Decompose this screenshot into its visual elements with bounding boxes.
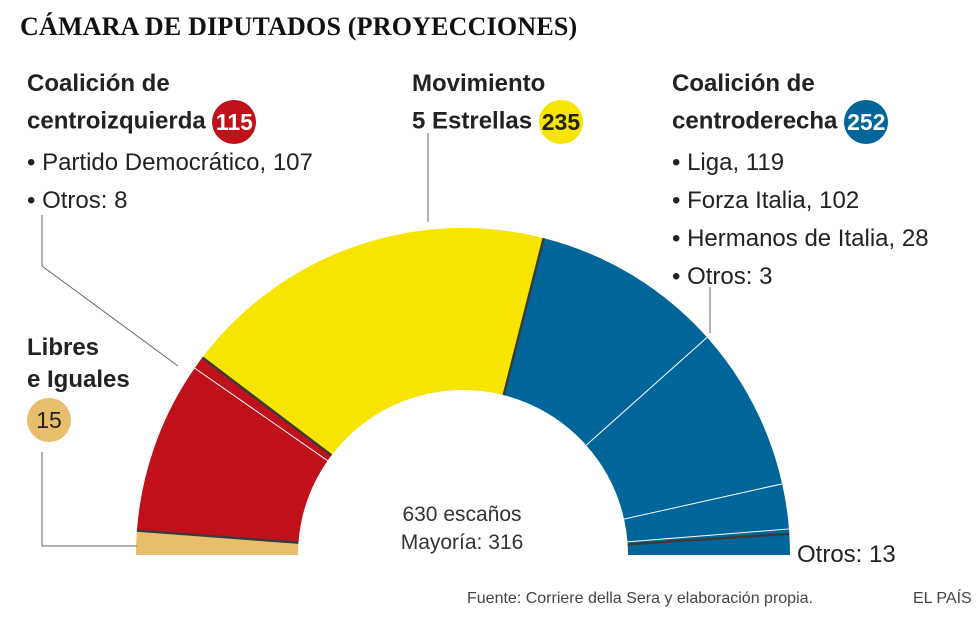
leader-line-centroizquierda xyxy=(41,215,179,367)
group-m5s-line1: Movimiento xyxy=(412,70,546,97)
badge-libres: 15 xyxy=(27,398,71,442)
slice-movimiento-5-estrellas xyxy=(202,228,544,456)
group-centroizquierda-line2: centroizquierda xyxy=(27,107,206,135)
slice-separator xyxy=(201,356,333,457)
slice-separator xyxy=(136,529,299,544)
otros-label: Otros: 13 xyxy=(797,541,896,568)
brand-label: EL PAÍS xyxy=(913,590,972,607)
group-centroizquierda: Coalición de centroizquierda 115 • Parti… xyxy=(27,68,313,220)
chart-title: CÁMARA DE DIPUTADOS (PROYECCIONES) xyxy=(20,12,578,41)
leader-lines xyxy=(41,133,711,547)
slice-separator xyxy=(194,367,328,462)
slice-otros xyxy=(627,533,790,555)
hemicycle-slices xyxy=(136,228,790,555)
center-label-seats: 630 escaños xyxy=(402,503,521,526)
slice-liga xyxy=(503,238,708,446)
group-centroderecha: Coalición de centroderecha 252 • Liga, 1… xyxy=(672,68,929,296)
center-label-majority: Mayoría: 316 xyxy=(401,531,524,554)
slice-separator xyxy=(585,337,708,446)
leader-line-libres xyxy=(41,452,137,547)
item-otros-centroizquierda: • Otros: 8 xyxy=(27,187,128,214)
group-centroderecha-line2: centroderecha xyxy=(672,107,838,135)
badge-centroderecha: 252 xyxy=(844,100,889,144)
item-otros-centroderecha: • Otros: 3 xyxy=(672,263,773,290)
item-partido-democratico: • Partido Democrático, 107 xyxy=(27,149,313,176)
slice-separator xyxy=(623,483,783,520)
slice-forza-italia xyxy=(586,337,783,520)
slice-separator xyxy=(627,528,789,543)
slice-partido-democratico xyxy=(136,368,328,543)
group-m5s-line2: 5 Estrellas xyxy=(412,107,533,135)
group-m5s: Movimiento 5 Estrellas 235 xyxy=(412,68,584,144)
slice-separator xyxy=(502,237,545,396)
group-centroizquierda-line1: Coalición de xyxy=(27,70,170,97)
group-libres-line2: e Iguales xyxy=(27,366,130,393)
item-hermanos-de-italia: • Hermanos de Italia, 28 xyxy=(672,225,929,252)
badge-m5s: 235 xyxy=(538,100,584,144)
badge-centroizquierda: 115 xyxy=(212,100,257,144)
slice-libres-e-iguales xyxy=(136,530,299,555)
slice-otros-centroizquierda xyxy=(194,357,332,461)
group-libres: Libres e Iguales 15 xyxy=(27,332,130,442)
group-centroderecha-line1: Coalición de xyxy=(672,70,815,97)
slice-hermanos-de-italia xyxy=(624,483,789,542)
item-forza-italia: • Forza Italia, 102 xyxy=(672,187,860,214)
group-libres-line1: Libres xyxy=(27,334,100,361)
item-liga: • Liga, 119 xyxy=(672,149,785,176)
slice-separator xyxy=(627,532,790,546)
source-note: Fuente: Corriere della Sera y elaboració… xyxy=(467,590,813,607)
